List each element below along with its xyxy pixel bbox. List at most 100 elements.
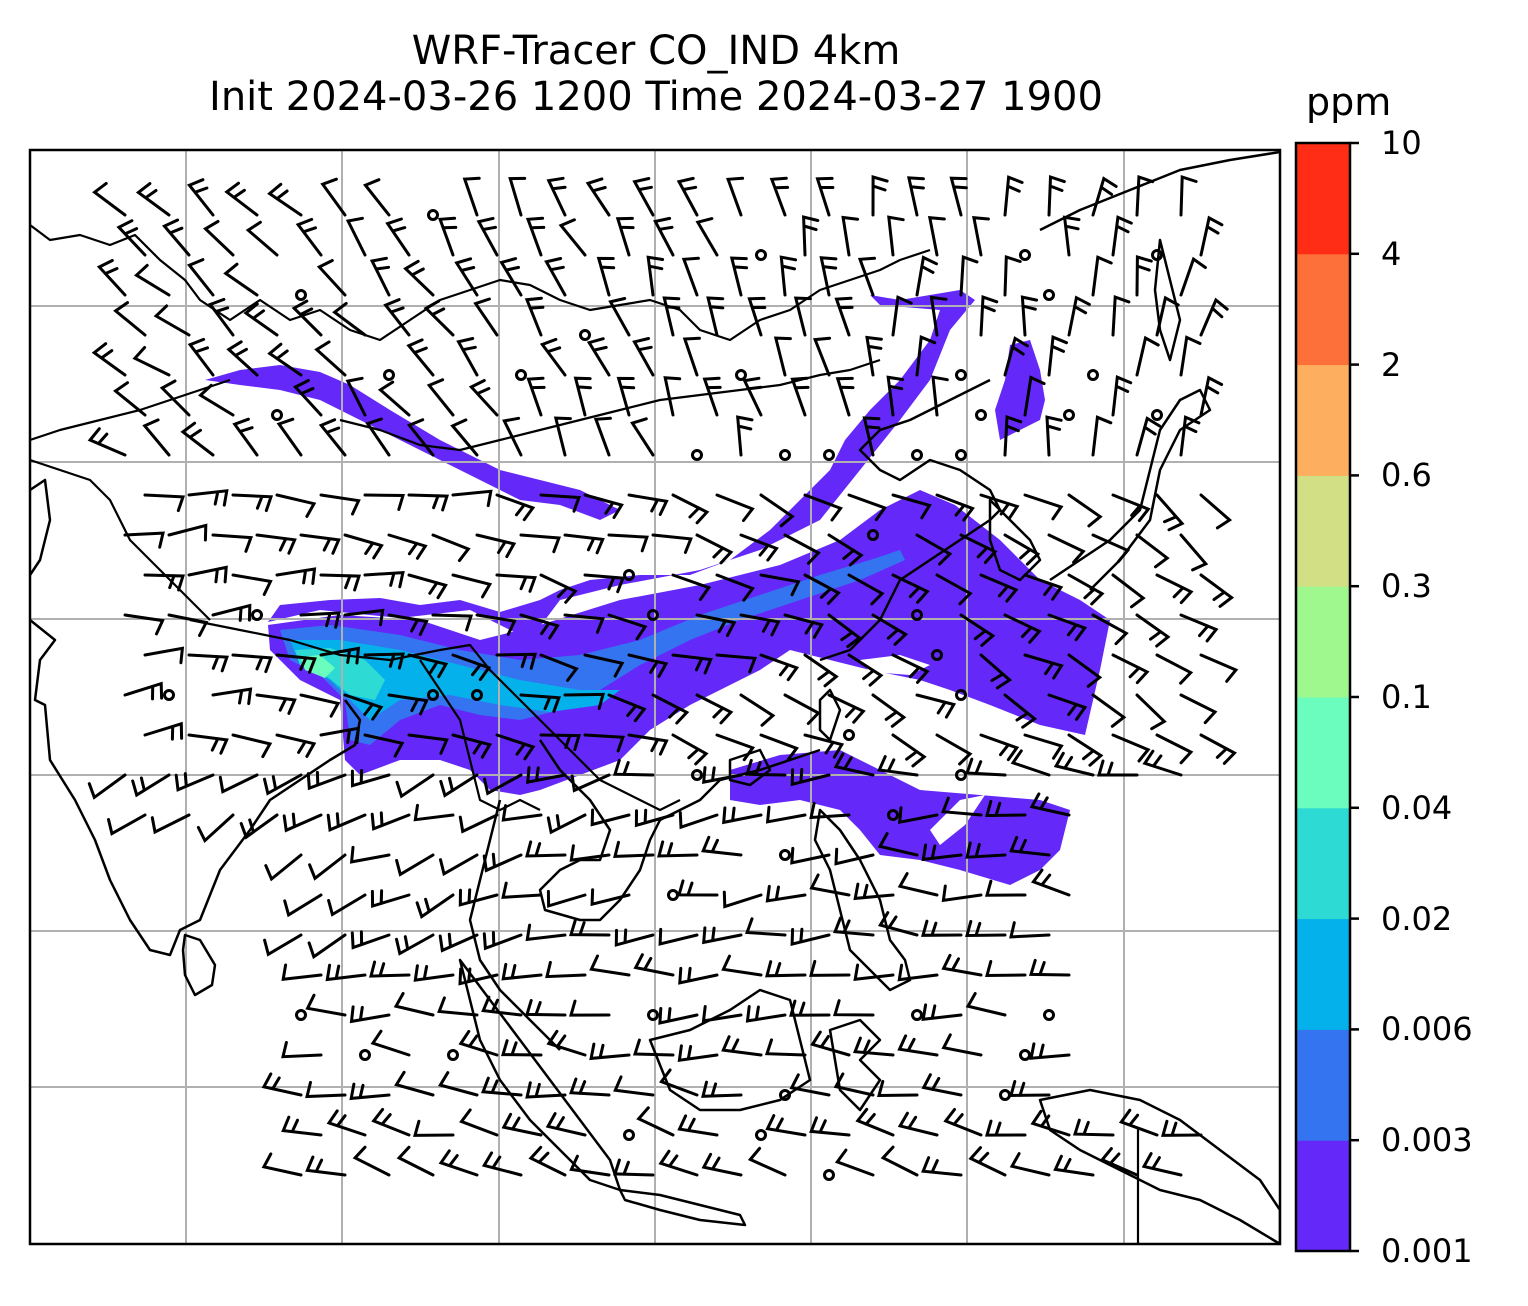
wind-barb (1009, 1152, 1051, 1177)
wind-barb (941, 884, 983, 903)
wind-barb (501, 881, 543, 899)
wind-barb (439, 773, 479, 798)
calm-marker (359, 1049, 371, 1061)
wind-barb (377, 380, 411, 417)
wind-barb (695, 613, 737, 637)
wind-barb (596, 256, 616, 297)
wind-barb (276, 417, 303, 457)
wind-barb (1047, 693, 1088, 721)
russia-coast (1039, 150, 1280, 232)
wind-barb (1023, 733, 1064, 760)
plume-ne-arm (995, 340, 1045, 440)
wind-barb (834, 1148, 875, 1177)
wind-barb (759, 653, 800, 682)
wind-barb (308, 853, 347, 881)
wind-barb (1097, 759, 1139, 777)
wind-barb (131, 773, 171, 798)
calm-marker (823, 1169, 835, 1181)
wind-barb (1135, 693, 1167, 731)
wind-barb (198, 383, 235, 417)
calm-marker (623, 569, 635, 581)
wind-barb (886, 375, 905, 417)
wind-barb (985, 799, 1027, 818)
wind-barb (1179, 256, 1207, 297)
calm-marker (1087, 369, 1099, 381)
wind-barb (203, 219, 235, 257)
wind-barb (1020, 295, 1039, 337)
wind-barb (187, 653, 229, 673)
wind-barb (979, 493, 1020, 521)
wind-barb (526, 766, 567, 784)
wind-barb (481, 995, 523, 1017)
wind-barb (525, 923, 567, 942)
wind-barb (1028, 958, 1071, 977)
wind-barb (739, 533, 779, 562)
wind-barb (630, 417, 655, 457)
wind-barb (1091, 533, 1131, 564)
map-title-line-2: Init 2024-03-26 1200 Time 2024-03-27 190… (209, 74, 1103, 120)
wind-barb (1047, 533, 1086, 564)
wind-barb (396, 1145, 435, 1177)
wind-barb (231, 653, 274, 674)
wind-barb (747, 1146, 787, 1177)
calm-marker (515, 369, 527, 381)
wind-barb (979, 295, 999, 337)
wind-barb (407, 733, 449, 755)
wind-barb (759, 733, 799, 762)
wind-barb (393, 992, 435, 1017)
wind-barb (935, 733, 973, 766)
colorbar-swatch (1296, 807, 1350, 920)
india-coast (30, 619, 362, 957)
tracer-plume (205, 290, 1110, 885)
colorbar-tick-label: 0.1 (1381, 678, 1432, 716)
wind-barb (701, 1152, 743, 1177)
wind-barb (1111, 733, 1151, 763)
colorbar-tick-label: 4 (1381, 234, 1402, 273)
wind-barb (721, 954, 763, 977)
wind-barb (525, 216, 546, 257)
calm-marker (647, 1009, 659, 1021)
wind-barb (352, 1145, 391, 1177)
wind-barb (501, 804, 543, 822)
wind-barb (161, 218, 191, 257)
wind-barb (349, 845, 391, 864)
wind-barb (150, 813, 191, 835)
wind-barb (1023, 493, 1064, 521)
wind-barb (143, 721, 184, 741)
wind-barb (275, 493, 317, 518)
wind-barb (363, 570, 405, 589)
wind-barb (483, 773, 523, 796)
colorbar-tick-label: 0.001 (1381, 1232, 1473, 1270)
wind-barb (827, 533, 864, 567)
wind-barb (299, 533, 341, 555)
wind-barb (569, 1077, 611, 1097)
wind-barb (847, 573, 885, 606)
wind-barb (702, 926, 743, 945)
wind-barb (1199, 375, 1224, 417)
wind-barb (1179, 613, 1219, 643)
wind-barb (349, 1005, 391, 1024)
wind-barb (546, 813, 587, 835)
wind-barb (593, 416, 612, 457)
wind-barb (632, 177, 655, 217)
wind-barb (585, 177, 611, 217)
wind-barb (862, 416, 881, 457)
calm-marker (911, 609, 923, 621)
wind-barb (451, 489, 493, 508)
wind-barb (965, 757, 1007, 777)
wind-barb (891, 295, 913, 337)
wind-barb (369, 256, 391, 297)
wind-barb (979, 573, 1019, 603)
colorbar-swatch (1296, 364, 1350, 476)
wind-barb (524, 296, 545, 337)
calm-marker (623, 1129, 635, 1141)
calm-marker (755, 249, 767, 261)
calm-marker (295, 289, 307, 301)
wind-barb (1062, 215, 1081, 257)
calm-marker (1063, 409, 1075, 421)
wind-barb (833, 752, 875, 777)
wind-barb (395, 933, 435, 956)
wind-barb (385, 217, 411, 257)
wind-barb (123, 613, 165, 636)
wind-barb (275, 653, 317, 674)
